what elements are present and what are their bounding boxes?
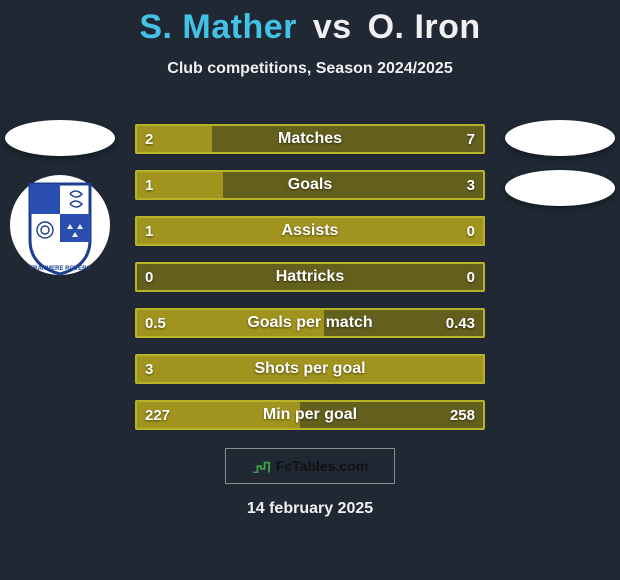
comparison-card: S. Mather vs O. Iron Club competitions, … [0, 0, 620, 580]
watermark: FcTables.com [225, 448, 395, 484]
stat-row: 3Shots per goal [135, 354, 485, 384]
stat-row: 27Matches [135, 124, 485, 154]
title: S. Mather vs O. Iron [0, 8, 620, 47]
watermark-icon [252, 459, 270, 473]
stat-row: 13Goals [135, 170, 485, 200]
stat-label: Shots per goal [135, 354, 485, 384]
stat-label: Assists [135, 216, 485, 246]
stat-label: Min per goal [135, 400, 485, 430]
title-vs: vs [313, 8, 352, 46]
stat-label: Goals [135, 170, 485, 200]
stat-row: 227258Min per goal [135, 400, 485, 430]
player2-club-badge [505, 170, 615, 206]
player1-nation-badge [5, 120, 115, 156]
stats-bars: 27Matches 13Goals 10Assists 00Hattricks 0.50… [135, 124, 485, 446]
title-player2: O. Iron [368, 8, 481, 46]
stat-row: 00Hattricks [135, 262, 485, 292]
svg-text:TRANMERE ROVERS: TRANMERE ROVERS [29, 266, 90, 272]
player2-nation-badge [505, 120, 615, 156]
date: 14 february 2025 [0, 500, 620, 518]
stat-row: 10Assists [135, 216, 485, 246]
title-player1: S. Mather [139, 8, 297, 46]
stat-row: 0.50.43Goals per match [135, 308, 485, 338]
stat-label: Matches [135, 124, 485, 154]
player1-club-crest: TRANMERE ROVERS [10, 170, 110, 280]
watermark-text: FcTables.com [276, 458, 368, 474]
subtitle: Club competitions, Season 2024/2025 [0, 60, 620, 78]
stat-label: Goals per match [135, 308, 485, 338]
stat-label: Hattricks [135, 262, 485, 292]
